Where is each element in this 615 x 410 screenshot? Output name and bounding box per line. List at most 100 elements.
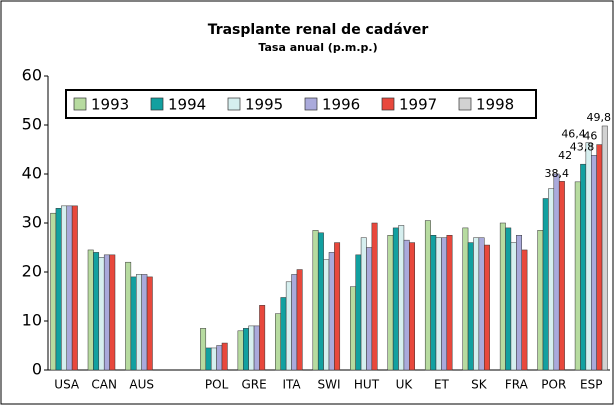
legend-swatch — [227, 97, 241, 111]
bar — [98, 257, 105, 371]
y-tick-label: 50 — [22, 115, 42, 134]
value-label: 49,8 — [587, 111, 612, 124]
bar — [596, 144, 603, 371]
bar — [516, 235, 522, 371]
bar — [499, 222, 506, 371]
legend-label: 1996 — [322, 96, 360, 114]
legend-label: 1993 — [91, 96, 129, 114]
bar — [323, 259, 330, 371]
bar — [109, 254, 116, 371]
value-label: 46 — [583, 130, 597, 143]
bar — [103, 254, 110, 371]
bar — [585, 142, 592, 371]
value-label: 46,4 — [561, 128, 586, 141]
bar — [366, 247, 373, 371]
bar — [430, 235, 437, 371]
x-tick-label: POL — [205, 378, 229, 392]
legend-swatch — [304, 97, 318, 111]
bar — [130, 276, 137, 371]
bar — [259, 305, 266, 371]
bar — [205, 347, 212, 371]
bar — [409, 242, 415, 371]
legend-label: 1997 — [399, 96, 437, 114]
x-tick-label: FRA — [505, 378, 529, 392]
bar — [243, 328, 249, 371]
bar — [55, 208, 62, 371]
bar — [275, 313, 281, 371]
x-tick-label: ET — [434, 378, 450, 392]
bar — [136, 274, 142, 371]
bar — [312, 230, 319, 371]
bar — [537, 230, 544, 371]
x-tick-label: SK — [471, 378, 488, 392]
legend-swatch — [150, 97, 164, 111]
chart-subtitle: Tasa anual (p.m.p.) — [258, 41, 377, 54]
bar — [398, 225, 405, 371]
bar — [50, 212, 57, 371]
x-tick-label: POR — [541, 378, 566, 392]
x-tick-label: HUT — [354, 378, 380, 392]
bar — [574, 181, 581, 371]
bar — [296, 269, 303, 371]
bar — [360, 237, 367, 371]
bar — [441, 237, 448, 371]
bar — [237, 330, 244, 371]
bar — [548, 188, 555, 371]
bar — [141, 274, 148, 371]
bar — [591, 155, 597, 371]
bar — [473, 237, 480, 371]
bar — [87, 249, 94, 371]
y-tick-label: 0 — [32, 360, 42, 379]
x-tick-label: SWI — [317, 378, 340, 392]
bar — [66, 205, 73, 371]
chart-title: Trasplante renal de cadáver — [208, 22, 429, 38]
legend-swatch — [458, 97, 472, 111]
bar — [446, 235, 453, 371]
bar — [200, 328, 207, 371]
bar — [580, 163, 587, 371]
y-tick-label: 10 — [22, 311, 42, 330]
bar — [371, 222, 378, 371]
value-label: 43,8 — [570, 140, 595, 153]
x-tick-label: ITA — [282, 378, 301, 392]
y-tick-label: 20 — [22, 262, 42, 281]
legend-swatch — [381, 97, 395, 111]
bar — [210, 347, 217, 371]
bar — [317, 232, 324, 371]
value-label: 42 — [558, 149, 572, 162]
bar — [467, 242, 474, 371]
bar — [403, 239, 410, 371]
bar — [542, 198, 549, 371]
bar — [285, 281, 292, 371]
bar — [510, 242, 517, 371]
bar — [558, 181, 565, 371]
x-tick-label: ESP — [580, 378, 602, 392]
value-label: 38,4 — [545, 167, 570, 180]
legend-label: 1998 — [476, 96, 514, 114]
bar — [392, 227, 399, 371]
legend-box — [65, 89, 537, 119]
bar — [216, 345, 223, 371]
bar — [478, 237, 485, 371]
x-tick-label: USA — [54, 378, 80, 392]
legend-label: 1994 — [168, 96, 206, 114]
bar — [521, 249, 528, 371]
legend-label: 1995 — [245, 96, 283, 114]
x-tick-label: CAN — [91, 378, 117, 392]
bar — [125, 261, 132, 371]
y-tick-label: 30 — [22, 213, 42, 232]
bar — [334, 242, 341, 371]
bar — [505, 227, 512, 371]
bar — [61, 205, 67, 371]
bar — [291, 274, 298, 371]
bar — [221, 342, 228, 371]
bar — [280, 297, 287, 371]
bar — [484, 244, 490, 371]
y-tick-label: 60 — [22, 66, 42, 85]
bar — [350, 286, 356, 371]
y-tick-label: 40 — [22, 164, 42, 183]
bar — [553, 173, 560, 371]
bar — [71, 205, 78, 371]
x-tick-label: UK — [396, 378, 414, 392]
bar — [424, 220, 431, 371]
